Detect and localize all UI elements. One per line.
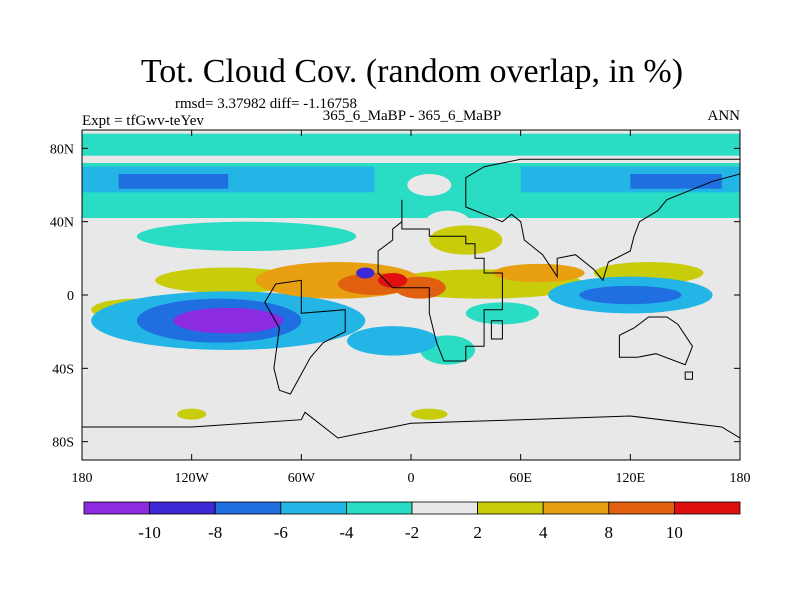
- field-anomaly: [356, 267, 375, 279]
- colorbar-label: 4: [539, 523, 548, 542]
- y-tick-label: 40N: [50, 216, 74, 231]
- contour-field: [82, 130, 740, 460]
- field-anomaly: [579, 285, 682, 305]
- field-anomaly: [411, 408, 448, 420]
- colorbar-swatch: [477, 501, 544, 515]
- coastline: [490, 320, 503, 340]
- colorbar: -10 -8 -6 -4 -2 2 4 8 10: [83, 501, 741, 542]
- coastline: [465, 158, 740, 282]
- x-tick-label: 120E: [616, 471, 646, 486]
- experiment-label: Expt = tfGwv-teYev: [82, 113, 204, 129]
- coastline-outline: [82, 158, 740, 460]
- colorbar-label: 2: [473, 523, 482, 542]
- x-tick-label: 60W: [288, 471, 316, 486]
- colorbar-label: -10: [138, 523, 161, 542]
- colorbar-swatch: [542, 501, 610, 515]
- y-tick-label: 80S: [52, 436, 74, 451]
- field-band: [82, 133, 740, 156]
- coastline: [618, 316, 694, 366]
- field-anomaly: [347, 326, 439, 356]
- colorbar-label: -2: [405, 523, 419, 542]
- field-anomaly: [407, 174, 452, 196]
- field-anomaly: [177, 408, 207, 420]
- colorbar-label: -8: [208, 523, 222, 542]
- colorbar-swatch: [280, 501, 347, 515]
- field-anomaly: [173, 307, 284, 334]
- coastline: [264, 279, 346, 395]
- y-tick-label: 40S: [52, 362, 74, 377]
- coastline: [82, 411, 740, 460]
- chart-title: Tot. Cloud Cov. (random overlap, in %): [141, 53, 683, 90]
- colorbar-label: -4: [339, 523, 354, 542]
- colorbar-label: 8: [605, 523, 614, 542]
- coastline: [377, 199, 503, 362]
- colorbar-swatch: [149, 501, 216, 515]
- x-tick-label: 120W: [175, 471, 210, 486]
- colorbar-swatch: [214, 501, 282, 515]
- x-tick-label: 180: [72, 471, 93, 486]
- colorbar-swatch: [83, 501, 150, 515]
- y-tick-label: 0: [67, 289, 74, 304]
- season-label: ANN: [708, 108, 741, 124]
- colorbar-swatch: [608, 501, 675, 515]
- y-tick-label: 80N: [50, 142, 74, 157]
- colorbar-swatch: [345, 501, 413, 515]
- stats-label: rmsd= 3.37982 diff= -1.16758: [175, 96, 357, 112]
- colorbar-swatch: [674, 501, 741, 515]
- field-band: [630, 174, 722, 189]
- colorbar-swatch: [411, 501, 478, 515]
- x-tick-label: 0: [408, 471, 415, 486]
- colorbar-label: 10: [666, 523, 683, 542]
- colorbar-label: -6: [274, 523, 288, 542]
- x-tick-label: 180: [730, 471, 751, 486]
- field-anomaly: [493, 263, 585, 283]
- field-anomaly: [378, 273, 408, 288]
- coastline: [684, 371, 693, 380]
- case-label: 365_6_MaBP - 365_6_MaBP: [323, 108, 502, 124]
- field-anomaly: [136, 221, 357, 251]
- x-tick-label: 60E: [509, 471, 532, 486]
- field-band: [118, 174, 229, 189]
- x-axis: 180 120W 60W 0 60E 120E 180: [72, 130, 751, 486]
- y-axis: 80N 40N 0 40S 80S: [50, 142, 740, 451]
